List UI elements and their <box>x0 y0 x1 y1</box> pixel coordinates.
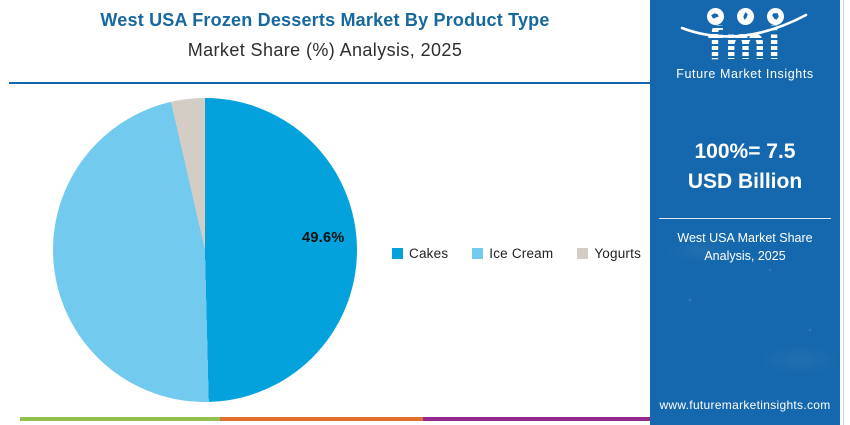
pie-data-label-cakes: 49.6% <box>302 230 345 246</box>
sidebar-divider-line <box>659 217 831 219</box>
fmi-logo: fmi Future Market Insights <box>670 8 820 81</box>
legend-swatch-icon <box>392 248 403 259</box>
legend-item-cakes: Cakes <box>392 246 448 261</box>
fmi-tagline: Future Market Insights <box>676 67 814 81</box>
legend-label: Ice Cream <box>489 246 554 261</box>
footer-color-strip <box>20 417 650 421</box>
logo-swoosh-icon <box>680 13 808 38</box>
legend-label: Cakes <box>409 246 449 261</box>
header-divider-line <box>9 82 650 84</box>
fmi-wordmark: fmi <box>707 17 783 69</box>
footer-stripe-green <box>20 417 220 421</box>
market-size-headline: 100%= 7.5 USD Billion <box>687 140 803 194</box>
brand-sidebar: fmi Future Market Insights 100%= 7.5 USD… <box>650 0 840 425</box>
market-share-note: West USA Market Share Analysis, 2025 <box>677 230 813 263</box>
chart-title: West USA Frozen Desserts Market By Produ… <box>100 10 550 30</box>
legend-swatch-icon <box>577 248 589 259</box>
chart-subtitle: Market Share (%) Analysis, 2025 <box>187 40 463 60</box>
right-margin <box>840 0 850 425</box>
logo-globes-row <box>670 8 820 26</box>
legend-swatch-icon <box>472 248 484 259</box>
pie-chart <box>53 98 357 402</box>
website-link[interactable]: www.futuremarketinsights.com <box>659 398 831 412</box>
globe-africa-icon <box>766 8 784 25</box>
chart-panel: West USA Frozen Desserts Market By Produ… <box>0 10 650 421</box>
footer-stripe-purple <box>422 417 650 421</box>
chart-header: West USA Frozen Desserts Market By Produ… <box>0 10 650 61</box>
legend-label: Yogurts <box>594 246 642 261</box>
globe-americas-icon <box>706 8 724 25</box>
chart-legend: Cakes Ice Cream Yogurts <box>392 246 641 261</box>
globe-europe-icon <box>736 8 754 25</box>
legend-item-ice-cream: Ice Cream <box>472 246 553 261</box>
right-margin-line <box>843 0 844 425</box>
footer-stripe-orange <box>219 417 423 421</box>
legend-item-yogurts: Yogurts <box>577 246 641 261</box>
